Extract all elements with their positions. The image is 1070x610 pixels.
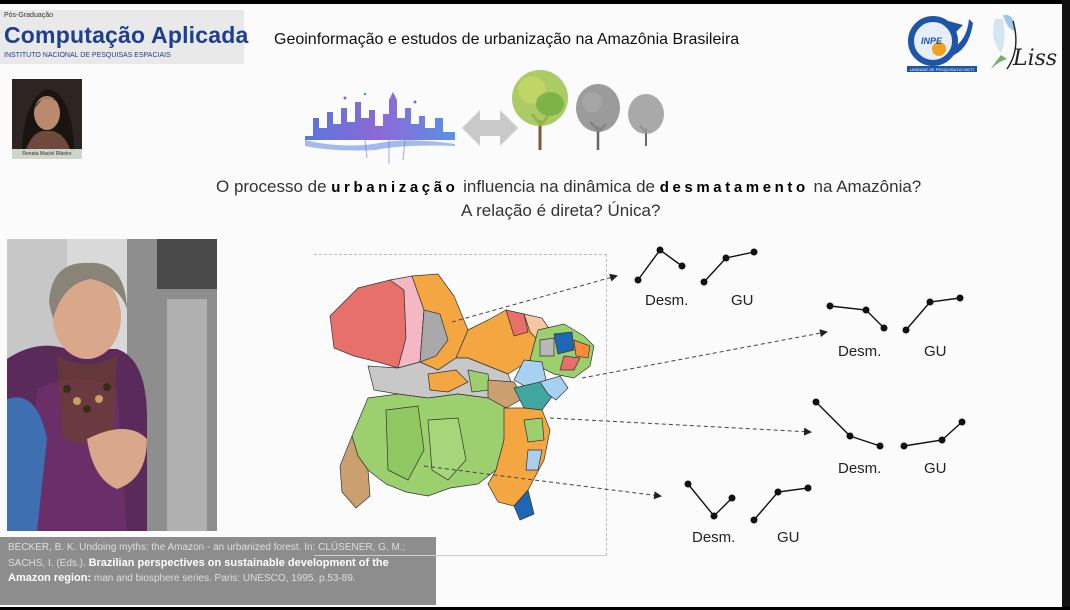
liss-logo: Liss xyxy=(991,14,1057,71)
trend-glyph-group-2 xyxy=(826,294,964,334)
logo-pretitle: Pós-Graduação xyxy=(4,12,54,19)
question-text: O processo de xyxy=(216,177,332,196)
trend-label-desm: Desm. xyxy=(692,529,736,546)
window-bottom-border xyxy=(0,607,1070,610)
author-portrait-image xyxy=(7,239,217,531)
slide-title: Geoinformação e estudos de urbanização n… xyxy=(274,31,740,48)
research-question-line2: A relação é direta? Única? xyxy=(461,201,661,220)
presenter-caption: Renata Maciel Ribeiro xyxy=(12,149,82,159)
question-text: influencia na dinâmica de xyxy=(458,177,660,196)
trend-label-desm: Desm. xyxy=(645,292,689,309)
trend-label-desm: Desm. xyxy=(838,460,882,477)
trend-glyph-group-4 xyxy=(684,480,812,524)
window-top-border xyxy=(0,0,1070,4)
logo-subtitle: INSTITUTO NACIONAL DE PESQUISAS ESPACIAI… xyxy=(4,52,171,59)
program-logo: Pós-Graduação Computação Aplicada INSTIT… xyxy=(0,10,248,64)
presenter-portrait-image xyxy=(12,79,82,149)
trees-illustration xyxy=(512,70,664,150)
trend-label-gu: GU xyxy=(731,292,754,309)
keyword-deforestation: desmatamento xyxy=(659,179,809,196)
connector-arrow xyxy=(581,329,828,379)
reference-citation: BECKER, B. K. Undoing myths: the Amazon … xyxy=(0,537,436,605)
author-photo xyxy=(7,239,217,531)
question-text: na Amazônia? xyxy=(808,177,922,196)
city-skyline-illustration xyxy=(305,92,455,164)
citation-text: BECKER, B. K. Undoing myths: the Amazon … xyxy=(8,542,406,569)
svg-text:INPE: INPE xyxy=(921,36,943,46)
presenter-photo: Renata Maciel Ribeiro xyxy=(12,79,82,159)
trend-label-gu: GU xyxy=(777,529,800,546)
para-municipalities-map xyxy=(329,273,595,521)
trend-glyph-group-3 xyxy=(812,398,966,450)
svg-text:Liss: Liss xyxy=(1012,46,1057,71)
citation-title: Brazilian perspectives on sustainable de… xyxy=(8,556,389,585)
map-frame xyxy=(314,254,607,556)
inpe-logo: INPE UNIDADE DE PESQUISA DO MCTI xyxy=(907,16,977,72)
keyword-urbanization: urbanização xyxy=(331,179,459,196)
research-question-line1: O processo de urbanização influencia na … xyxy=(216,177,921,197)
trend-label-desm: Desm. xyxy=(838,343,882,360)
citation-text: man and biosphere series. Paris: UNESCO,… xyxy=(91,573,356,584)
window-right-border xyxy=(1062,0,1070,610)
trend-label-gu: GU xyxy=(924,460,947,477)
double-arrow-icon xyxy=(462,110,518,146)
trend-glyph-group-1 xyxy=(634,246,758,286)
logo-title: Computação Aplicada xyxy=(4,22,249,48)
svg-text:UNIDADE DE PESQUISA DO MCTI: UNIDADE DE PESQUISA DO MCTI xyxy=(910,67,974,72)
trend-label-gu: GU xyxy=(924,343,947,360)
